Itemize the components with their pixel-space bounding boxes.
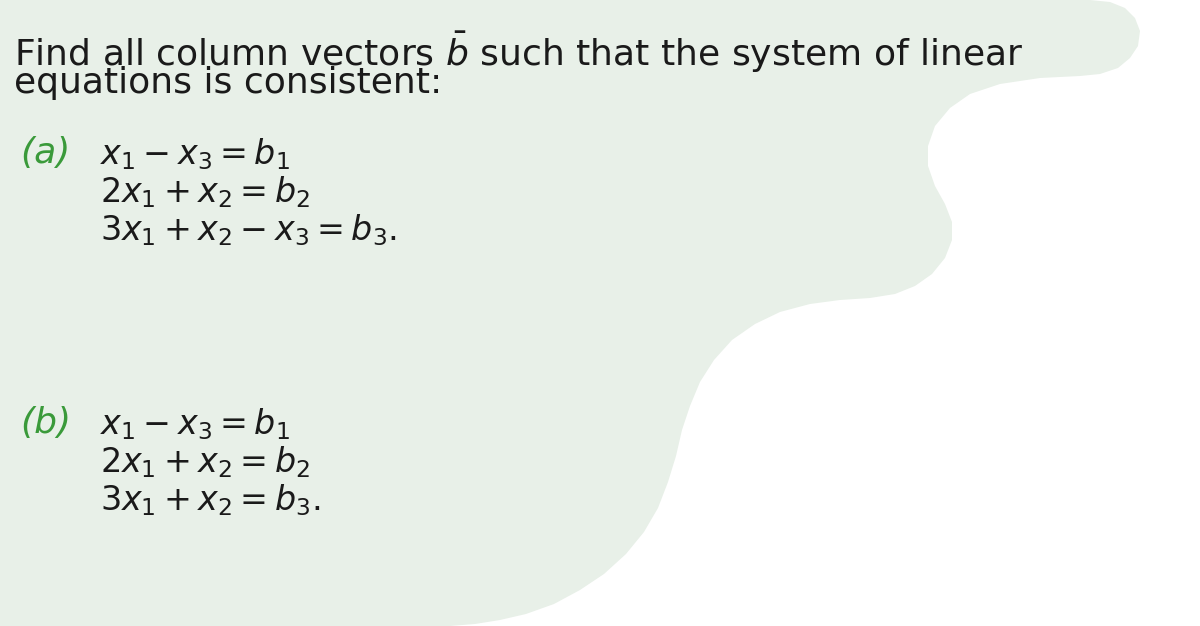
- Text: $2x_1 + x_2 = b_2$: $2x_1 + x_2 = b_2$: [100, 174, 310, 210]
- Text: equations is consistent:: equations is consistent:: [14, 66, 443, 100]
- Text: $3x_1 + x_2 = b_3.$: $3x_1 + x_2 = b_3.$: [100, 482, 320, 518]
- Text: $2x_1 + x_2 = b_2$: $2x_1 + x_2 = b_2$: [100, 444, 310, 480]
- Text: $x_1 - x_3 = b_1$: $x_1 - x_3 = b_1$: [100, 406, 290, 442]
- Text: Find all column vectors $\bar{b}$ such that the system of linear: Find all column vectors $\bar{b}$ such t…: [14, 30, 1024, 75]
- Polygon shape: [0, 0, 1140, 626]
- Text: (a): (a): [20, 136, 71, 170]
- Text: $3x_1 + x_2 - x_3 = b_3.$: $3x_1 + x_2 - x_3 = b_3.$: [100, 212, 397, 248]
- Text: $x_1 - x_3 = b_1$: $x_1 - x_3 = b_1$: [100, 136, 290, 172]
- Text: (b): (b): [20, 406, 71, 440]
